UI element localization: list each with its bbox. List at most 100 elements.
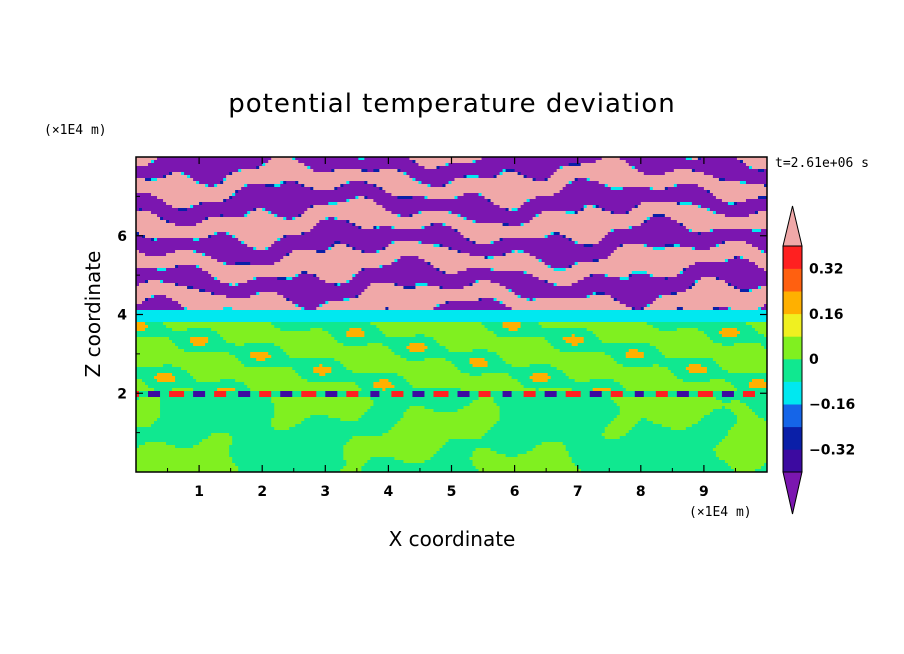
heatmap-cell — [652, 301, 767, 305]
heatmap-cell — [637, 169, 675, 173]
heatmap-cell — [304, 184, 341, 188]
heatmap-cell — [502, 322, 522, 326]
heatmap-cell — [424, 358, 447, 362]
heatmap-cell — [277, 292, 362, 296]
heatmap-cell — [190, 175, 227, 179]
heatmap-cell — [157, 268, 167, 272]
heatmap-cell — [757, 331, 767, 335]
heatmap-cell — [136, 469, 239, 472]
heatmap-cell — [466, 268, 492, 272]
heatmap-cell — [697, 421, 738, 425]
heatmap-cell — [274, 403, 374, 407]
heatmap-cell — [136, 463, 236, 467]
heatmap-cell — [523, 175, 528, 179]
heatmap-cell — [712, 307, 720, 311]
heatmap-cell — [361, 250, 365, 254]
heatmap-cell — [235, 463, 347, 467]
heatmap-cell — [136, 439, 203, 443]
heatmap-cell — [502, 253, 507, 257]
heatmap-cell — [550, 232, 555, 236]
heatmap-cell — [160, 412, 275, 416]
heatmap-cell — [136, 466, 239, 470]
heatmap-cell — [490, 199, 528, 203]
heatmap-cell — [442, 286, 465, 290]
heatmap-cell — [475, 220, 531, 224]
heatmap-cell — [385, 388, 462, 392]
heatmap-cell — [310, 328, 323, 332]
heatmap-cell — [709, 229, 714, 233]
heatmap-cell — [736, 418, 765, 422]
heatmap-cell — [706, 367, 723, 371]
heatmap-cell — [136, 442, 146, 446]
heatmap-cell — [277, 277, 287, 281]
heatmap-cell — [502, 238, 570, 242]
heatmap-cell — [154, 421, 272, 425]
heatmap-cell — [223, 337, 335, 341]
heatmap-cell — [166, 202, 200, 206]
heatmap-cell — [487, 364, 513, 368]
heatmap-cell — [136, 445, 140, 449]
heatmap-cell — [208, 340, 227, 344]
heatmap-cell — [343, 466, 362, 470]
heatmap-cell — [457, 250, 462, 254]
heatmap-cell — [439, 244, 444, 248]
heatmap-cell — [634, 424, 663, 428]
heatmap-cell — [574, 178, 579, 182]
heatmap-cell — [673, 244, 681, 248]
heatmap-cell — [166, 268, 203, 272]
heatmap-cell — [493, 202, 525, 206]
heatmap-cell — [460, 370, 564, 374]
heatmap-cell — [601, 433, 627, 437]
heatmap-cell — [472, 220, 477, 224]
heatmap-cell — [764, 346, 767, 350]
heatmap-cell — [196, 223, 317, 227]
heatmap-cell — [367, 169, 374, 173]
heatmap-cell — [304, 232, 462, 236]
heatmap-cell — [241, 187, 311, 191]
heatmap-cell — [136, 253, 146, 257]
heatmap-cell — [646, 220, 678, 224]
heatmap-cell — [388, 244, 435, 248]
heatmap-cell — [757, 196, 767, 200]
heatmap-cell — [475, 466, 579, 470]
x-tick-label: 3 — [320, 484, 330, 500]
heatmap-cell — [337, 187, 380, 191]
heatmap-cell — [136, 211, 152, 215]
heatmap-cell — [619, 412, 711, 416]
heatmap-cell — [325, 394, 338, 398]
heatmap-cell — [523, 394, 537, 398]
heatmap-cell — [487, 199, 492, 203]
heatmap-cell — [727, 463, 765, 467]
heatmap-cell — [721, 199, 747, 203]
heatmap-cell — [157, 178, 194, 182]
heatmap-cell — [214, 184, 218, 188]
heatmap-cell — [484, 325, 504, 329]
colorbar-extend-min — [782, 471, 803, 515]
heatmap-cell — [661, 352, 767, 356]
heatmap-cell — [373, 226, 377, 230]
heatmap-cell — [601, 157, 621, 161]
heatmap-cell — [748, 259, 767, 263]
heatmap-cell — [346, 331, 365, 335]
heatmap-cell — [235, 355, 251, 359]
heatmap-cell — [301, 184, 305, 188]
heatmap-cell — [457, 367, 558, 371]
heatmap-cell — [505, 454, 519, 458]
heatmap-cell — [649, 343, 723, 347]
heatmap-cell — [298, 214, 302, 218]
heatmap-cell — [295, 217, 326, 221]
heatmap-cell — [568, 454, 717, 458]
heatmap-cell — [238, 391, 251, 395]
heatmap-cell — [136, 235, 143, 239]
heatmap-cell — [424, 406, 465, 410]
heatmap-cell — [406, 358, 426, 362]
heatmap-cell — [646, 304, 651, 308]
heatmap-cell — [136, 394, 140, 398]
heatmap-cell — [764, 379, 767, 383]
heatmap-cell — [604, 436, 621, 440]
x-scale-note: (×1E4 m) — [689, 505, 752, 520]
heatmap-cell — [271, 424, 296, 428]
heatmap-cell — [550, 175, 714, 179]
heatmap-cell — [136, 160, 152, 164]
